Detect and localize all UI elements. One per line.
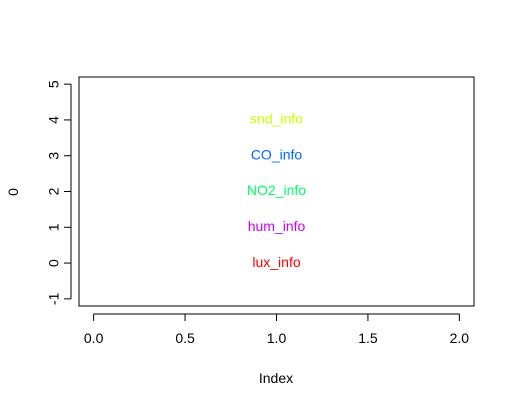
plot-box	[78, 76, 475, 307]
point-label: lux_info	[252, 254, 300, 270]
y-tick-label: 3	[46, 152, 62, 160]
y-tick-label: 2	[46, 187, 62, 195]
point-label: NO2_info	[247, 182, 306, 198]
x-tick-label: 2.0	[450, 330, 470, 346]
y-tick-label: 1	[46, 223, 62, 231]
point-label: snd_info	[250, 111, 303, 127]
y-tick-label: -1	[46, 292, 62, 305]
y-tick-label: 5	[46, 80, 62, 88]
x-tick-label: 0.0	[84, 330, 104, 346]
point-label: CO_info	[251, 146, 303, 162]
x-tick-label: 0.5	[175, 330, 195, 346]
y-axis: -1 0 1 2 3 4 5	[46, 80, 72, 305]
x-tick-label: 1.5	[358, 330, 378, 346]
y-tick-label: 4	[46, 116, 62, 124]
point-label: hum_info	[248, 218, 306, 234]
x-tick-label: 1.0	[267, 330, 287, 346]
y-tick-label: 0	[46, 259, 62, 267]
x-axis-label: Index	[259, 370, 293, 386]
y-axis-label: 0	[5, 188, 21, 196]
x-axis: 0.0 0.5 1.0 1.5 2.0	[84, 313, 470, 346]
point-labels: lux_info hum_info NO2_info CO_info snd_info	[247, 111, 306, 270]
